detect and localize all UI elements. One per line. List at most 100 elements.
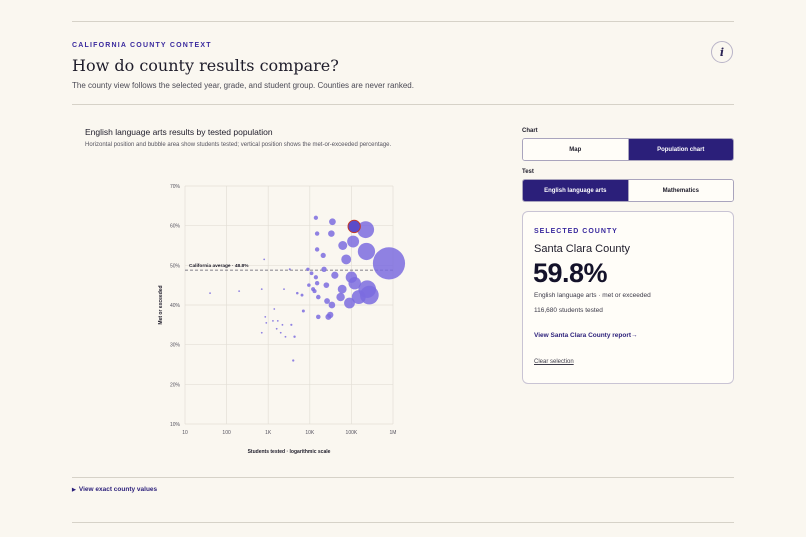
county-bubble bbox=[341, 254, 352, 265]
chart-option-map[interactable]: Map bbox=[523, 139, 628, 160]
county-bubble bbox=[300, 293, 304, 297]
county-bubble bbox=[283, 288, 285, 291]
county-bubble bbox=[309, 271, 314, 276]
selected-percent: 59.8% bbox=[533, 258, 608, 288]
county-bubble bbox=[329, 218, 336, 226]
selected-county-card: SELECTED COUNTY Santa Clara County 59.8%… bbox=[522, 211, 734, 384]
y-tick-label: 60% bbox=[170, 224, 181, 230]
county-bubble bbox=[273, 308, 276, 310]
x-tick-label: 1M bbox=[390, 430, 397, 436]
x-tick-label: 100 bbox=[222, 430, 231, 436]
selected-tested-count: 116,680 students tested bbox=[534, 307, 603, 314]
y-tick-label: 30% bbox=[170, 343, 181, 349]
section-eyebrow: CALIFORNIA COUNTY CONTEXT bbox=[72, 42, 212, 49]
y-tick-label: 10% bbox=[170, 422, 181, 428]
county-bubble bbox=[313, 275, 319, 280]
county-bubble bbox=[306, 267, 310, 272]
y-axis-title: Met or exceeded bbox=[158, 285, 164, 324]
county-bubble bbox=[323, 282, 330, 289]
info-icon: i bbox=[719, 45, 725, 59]
chart-type-toggle: Map Population chart bbox=[522, 138, 734, 161]
county-bubble bbox=[238, 290, 241, 293]
county-bubble bbox=[347, 235, 360, 248]
county-bubble bbox=[331, 271, 339, 279]
population-scatter-chart: 10% 20% 30% 40% 50% 60% 70% 10 100 1K 10K 100K 1M Stu… bbox=[158, 184, 406, 455]
county-bubble bbox=[328, 301, 336, 309]
county-bubble bbox=[314, 280, 320, 286]
header-divider bbox=[72, 104, 734, 105]
chart-description: Horizontal position and bubble area show… bbox=[85, 142, 392, 148]
county-bubble bbox=[301, 309, 305, 313]
view-county-values-toggle[interactable]: ▶ View exact county values bbox=[72, 486, 157, 493]
county-bubble bbox=[320, 252, 326, 259]
county-bubble bbox=[288, 268, 291, 271]
county-bubble bbox=[348, 276, 361, 290]
y-tick-label: 20% bbox=[170, 382, 181, 388]
county-bubble bbox=[357, 221, 375, 239]
county-bubble bbox=[296, 291, 299, 295]
chart-option-population[interactable]: Population chart bbox=[627, 139, 733, 160]
county-bubble bbox=[314, 247, 320, 252]
test-control-label: Test bbox=[522, 169, 534, 175]
county-bubble bbox=[372, 247, 406, 280]
test-option-math[interactable]: Mathematics bbox=[627, 180, 733, 201]
selected-county-name: Santa Clara County bbox=[534, 243, 630, 255]
county-bubble bbox=[324, 298, 330, 304]
county-bubble bbox=[359, 285, 379, 305]
x-axis-title: Students tested · logarithmic scale bbox=[248, 449, 331, 455]
y-tick-label: 50% bbox=[170, 263, 181, 269]
county-bubble bbox=[328, 230, 335, 237]
y-tick-label: 40% bbox=[170, 303, 181, 309]
chart-bottom-divider bbox=[72, 477, 734, 478]
details-label: View exact county values bbox=[78, 486, 158, 493]
y-tick-label: 70% bbox=[170, 184, 181, 190]
county-bubble bbox=[290, 323, 293, 326]
county-bubble bbox=[281, 323, 284, 326]
county-bubble bbox=[292, 359, 295, 362]
county-bubble bbox=[316, 314, 321, 320]
clear-selection-button[interactable]: Clear selection bbox=[534, 359, 574, 365]
county-bubble bbox=[313, 215, 319, 220]
test-toggle: English language arts Mathematics bbox=[522, 179, 734, 202]
county-bubble bbox=[336, 292, 345, 302]
county-report-link[interactable]: View Santa Clara County report→ bbox=[534, 332, 638, 339]
test-option-ela[interactable]: English language arts bbox=[523, 180, 628, 201]
x-tick-label: 1K bbox=[265, 430, 272, 436]
county-bubble bbox=[316, 294, 321, 300]
chart-title: English language arts results by tested … bbox=[85, 127, 273, 137]
county-bubble bbox=[275, 327, 278, 330]
bottom-divider bbox=[72, 522, 734, 523]
selected-eyebrow: SELECTED COUNTY bbox=[534, 228, 618, 235]
county-bubble bbox=[209, 292, 211, 294]
county-bubble bbox=[321, 266, 327, 272]
section-subtitle: The county view follows the selected yea… bbox=[72, 81, 414, 90]
chart-control-label: Chart bbox=[522, 128, 538, 134]
county-bubble bbox=[265, 321, 268, 324]
x-tick-label: 100K bbox=[346, 430, 358, 436]
county-bubble bbox=[279, 331, 282, 334]
county-bubble bbox=[312, 289, 317, 294]
county-bubble bbox=[327, 311, 334, 319]
selected-county-bubble bbox=[347, 219, 361, 234]
county-bubble bbox=[260, 288, 263, 291]
county-bubble bbox=[264, 316, 267, 318]
county-bubble bbox=[344, 297, 355, 309]
county-bubble bbox=[284, 335, 287, 338]
county-bubble bbox=[293, 335, 296, 338]
section-title: How do county results compare? bbox=[72, 56, 339, 75]
x-tick-label: 10 bbox=[182, 430, 188, 436]
top-divider bbox=[72, 21, 734, 22]
county-bubble bbox=[260, 331, 263, 334]
county-bubble bbox=[272, 319, 274, 322]
county-bubble bbox=[263, 258, 266, 261]
county-bubble bbox=[307, 283, 311, 287]
selected-metric: English language arts · met or exceeded bbox=[534, 292, 651, 299]
info-button[interactable]: i bbox=[711, 41, 733, 63]
county-bubble bbox=[314, 231, 320, 236]
county-bubble bbox=[337, 284, 347, 294]
county-bubble bbox=[338, 241, 348, 250]
average-label: California average · 48.8% bbox=[189, 263, 249, 269]
triangle-right-icon: ▶ bbox=[72, 487, 76, 493]
x-tick-label: 10K bbox=[305, 430, 315, 436]
county-bubble bbox=[276, 319, 279, 322]
